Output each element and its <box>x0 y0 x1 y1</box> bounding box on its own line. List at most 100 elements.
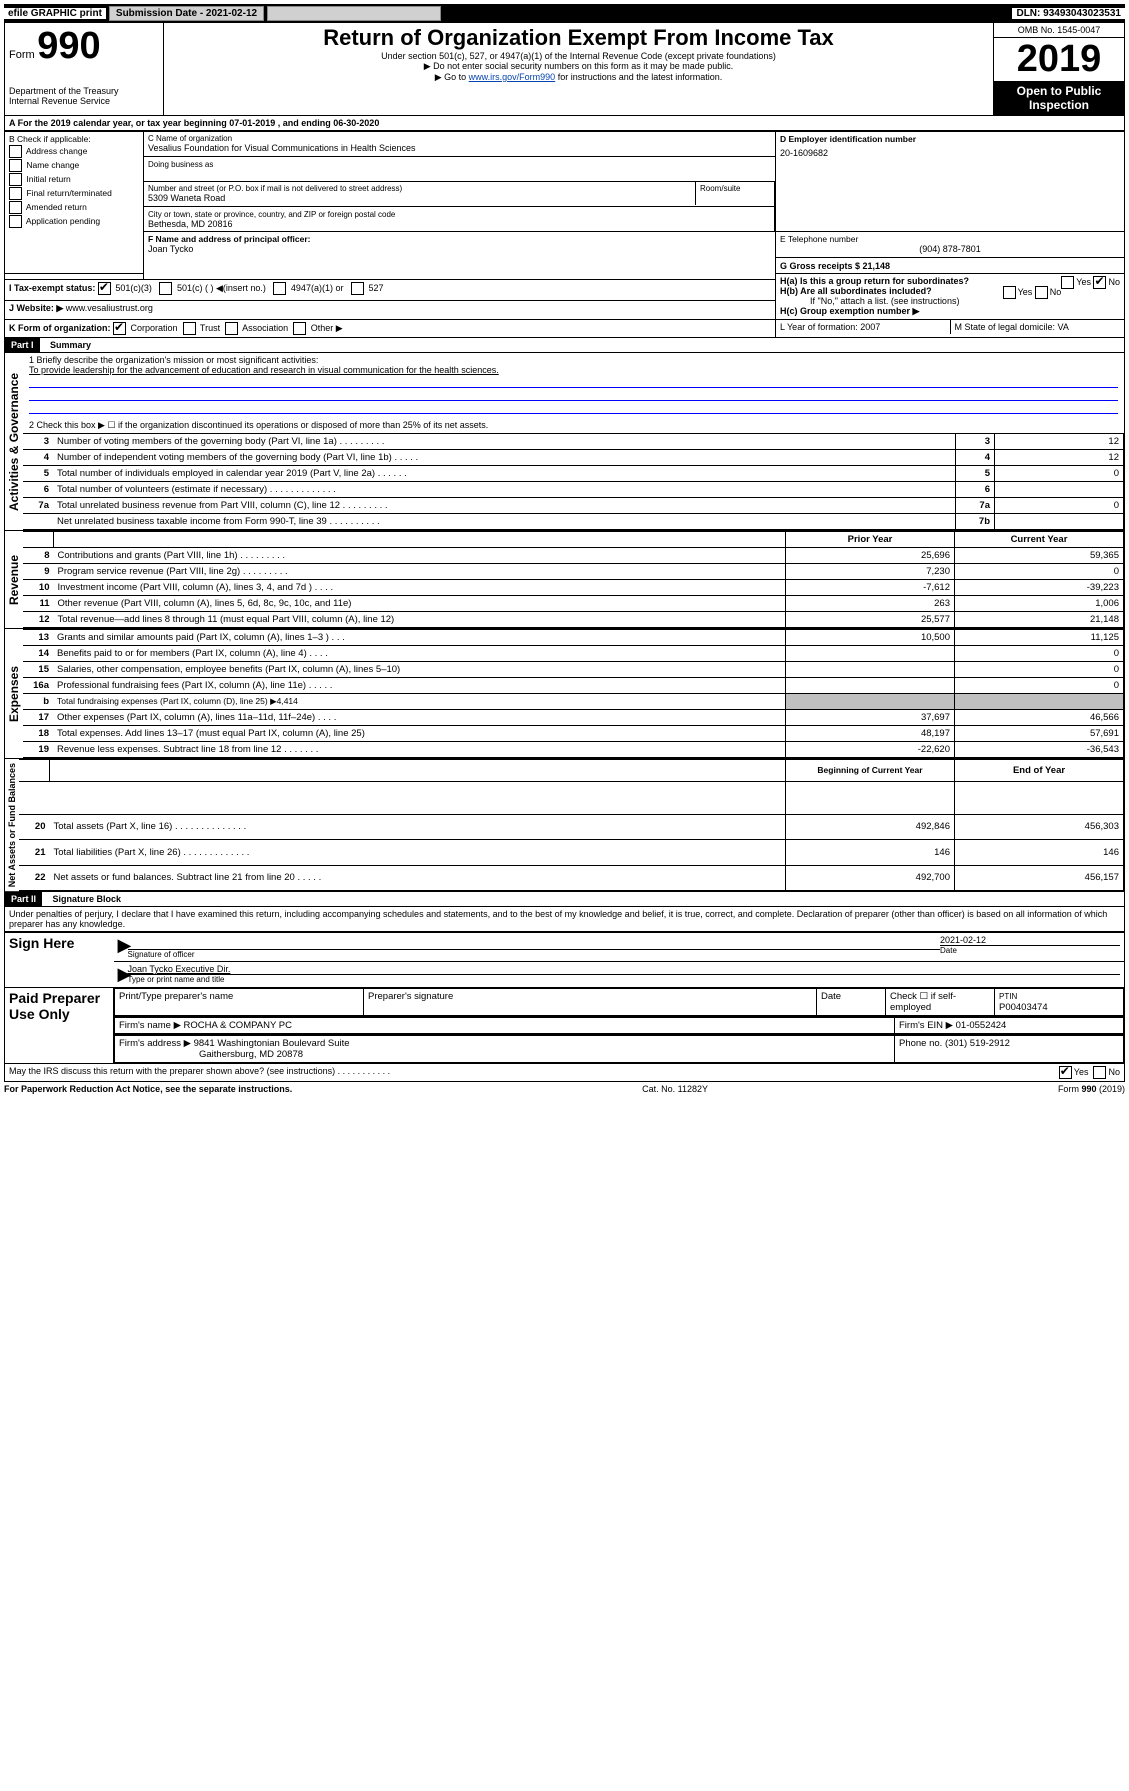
no-label: No <box>1108 277 1120 287</box>
dln-label: DLN: 93493043023531 <box>1012 8 1125 19</box>
opt-trust: Trust <box>200 323 220 333</box>
box-i-label: I Tax-exempt status: <box>9 283 95 293</box>
table-row: 4 Number of independent voting members o… <box>23 450 1124 466</box>
ha-no-checkbox[interactable] <box>1093 276 1106 289</box>
instructions-link[interactable]: www.irs.gov/Form990 <box>469 72 556 82</box>
side-governance: Activities & Governance <box>5 353 23 530</box>
corp-checkbox[interactable] <box>113 322 126 335</box>
boxb-checkbox[interactable] <box>9 215 22 228</box>
form-header: Form 990 Department of the TreasuryInter… <box>4 22 1125 116</box>
hc-label: H(c) Group exemption number ▶ <box>780 306 1120 317</box>
tax-year: 2019 <box>994 38 1124 81</box>
blank-button[interactable] <box>267 6 441 21</box>
dba-label: Doing business as <box>148 160 771 169</box>
form-label: Form <box>9 49 35 61</box>
footer-mid: Cat. No. 11282Y <box>642 1084 708 1094</box>
boxb-item: Application pending <box>9 215 139 228</box>
expenses-table: 13 Grants and similar amounts paid (Part… <box>23 629 1124 758</box>
col-current: Current Year <box>955 532 1124 548</box>
opt-4947: 4947(a)(1) or <box>291 283 344 293</box>
527-checkbox[interactable] <box>351 282 364 295</box>
part2-header: Part II <box>5 892 42 906</box>
box-f-label: F Name and address of principal officer: <box>148 234 771 244</box>
501c-checkbox[interactable] <box>159 282 172 295</box>
ptin-value: P00403474 <box>999 1002 1048 1013</box>
501c3-checkbox[interactable] <box>98 282 111 295</box>
note2: ▶ Go to www.irs.gov/Form990 for instruct… <box>168 72 989 83</box>
sig-officer-label: Signature of officer <box>128 950 941 959</box>
self-emp: Check ☐ if self-employed <box>886 989 995 1016</box>
boxb-checkbox[interactable] <box>9 145 22 158</box>
street: 5309 Waneta Road <box>148 193 691 203</box>
no-label2: No <box>1050 287 1062 297</box>
box-m: M State of legal domicile: VA <box>951 320 1125 334</box>
part1-header: Part I <box>5 338 40 352</box>
opt-other: Other ▶ <box>311 323 343 333</box>
ein-value: 20-1609682 <box>780 148 1120 158</box>
boxb-checkbox[interactable] <box>9 187 22 200</box>
note2-post: for instructions and the latest informat… <box>555 72 722 82</box>
box-b-title: B Check if applicable: <box>9 134 139 144</box>
boxb-checkbox[interactable] <box>9 201 22 214</box>
other-checkbox[interactable] <box>293 322 306 335</box>
assoc-checkbox[interactable] <box>225 322 238 335</box>
box-j-label: J Website: ▶ <box>9 303 63 313</box>
efile-label: efile GRAPHIC print <box>4 8 106 19</box>
4947-checkbox[interactable] <box>273 282 286 295</box>
firm-name: ROCHA & COMPANY PC <box>184 1020 292 1031</box>
footer: For Paperwork Reduction Act Notice, see … <box>4 1082 1125 1096</box>
table-row: 8 Contributions and grants (Part VIII, l… <box>23 548 1124 564</box>
col-prior: Prior Year <box>786 532 955 548</box>
firm-phone-label: Phone no. <box>899 1038 942 1049</box>
side-expenses: Expenses <box>5 629 23 758</box>
box-c-name-label: C Name of organization <box>148 134 771 143</box>
col-end: End of Year <box>955 760 1124 782</box>
hb-no-checkbox[interactable] <box>1035 286 1048 299</box>
footer-left: For Paperwork Reduction Act Notice, see … <box>4 1084 292 1094</box>
sig-date-value: 2021-02-12 <box>940 935 1120 946</box>
table-row: 13 Grants and similar amounts paid (Part… <box>23 630 1124 646</box>
top-bar: efile GRAPHIC print Submission Date - 20… <box>4 4 1125 22</box>
form-title: Return of Organization Exempt From Incom… <box>168 25 989 51</box>
col-begin: Beginning of Current Year <box>786 760 955 782</box>
city: Bethesda, MD 20816 <box>148 219 770 229</box>
officer-name: Joan Tycko <box>148 244 771 254</box>
phone-value: (904) 878-7801 <box>780 244 1120 254</box>
declaration: Under penalties of perjury, I declare th… <box>4 907 1125 932</box>
box-d-label: D Employer identification number <box>780 134 1120 144</box>
city-label: City or town, state or province, country… <box>148 210 770 219</box>
table-row: 19 Revenue less expenses. Subtract line … <box>23 742 1124 758</box>
opt-527: 527 <box>368 283 383 293</box>
table-row: 21 Total liabilities (Part X, line 26) .… <box>19 840 1124 866</box>
hb-text: H(b) Are all subordinates included? <box>780 286 932 296</box>
inspection-label: Open to Public Inspection <box>994 81 1124 115</box>
ha-yes-checkbox[interactable] <box>1061 276 1074 289</box>
form-number: 990 <box>37 25 100 67</box>
table-row: 5 Total number of individuals employed i… <box>23 466 1124 482</box>
officer-name-title: Joan Tycko Executive Dir. <box>128 964 1121 975</box>
boxb-item: Initial return <box>9 173 139 186</box>
org-name: Vesalius Foundation for Visual Communica… <box>148 143 771 153</box>
table-row: 11 Other revenue (Part VIII, column (A),… <box>23 596 1124 612</box>
ha-text: H(a) Is this a group return for subordin… <box>780 276 969 286</box>
discuss-label: May the IRS discuss this return with the… <box>9 1066 390 1079</box>
table-row: 9 Program service revenue (Part VIII, li… <box>23 564 1124 580</box>
trust-checkbox[interactable] <box>183 322 196 335</box>
firm-addr: 9841 Washingtonian Boulevard Suite <box>194 1038 350 1049</box>
boxb-checkbox[interactable] <box>9 159 22 172</box>
table-row: 17 Other expenses (Part IX, column (A), … <box>23 710 1124 726</box>
discuss-yes-checkbox[interactable] <box>1059 1066 1072 1079</box>
discuss-no-checkbox[interactable] <box>1093 1066 1106 1079</box>
firm-city: Gaithersburg, MD 20878 <box>119 1049 303 1060</box>
box-l: L Year of formation: 2007 <box>776 320 951 334</box>
boxb-checkbox[interactable] <box>9 173 22 186</box>
revenue-table: Prior Year Current Year 8 Contributions … <box>23 531 1124 628</box>
table-row: 7a Total unrelated business revenue from… <box>23 498 1124 514</box>
opt-assoc: Association <box>242 323 288 333</box>
opt-501c: 501(c) ( ) ◀(insert no.) <box>177 283 266 293</box>
submission-date-button[interactable]: Submission Date - 2021-02-12 <box>109 6 264 21</box>
hb-yes-checkbox[interactable] <box>1003 286 1016 299</box>
side-netassets: Net Assets or Fund Balances <box>5 759 19 891</box>
discuss-no: No <box>1108 1067 1120 1077</box>
paid-preparer-label: Paid Preparer Use Only <box>5 988 114 1064</box>
